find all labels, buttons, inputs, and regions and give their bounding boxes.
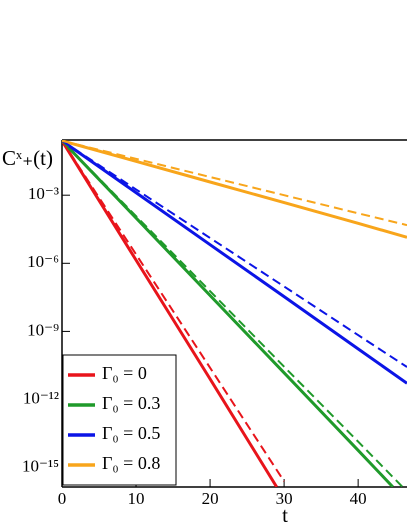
legend-label: Γ₀ = 0.5 [102,423,160,443]
series-line [62,140,278,487]
y-axis-label: Cˣ₊(t) [2,146,53,170]
x-tick-label: 30 [276,489,293,508]
x-axis-label: t [282,503,288,527]
series-line [62,140,404,487]
y-tick-label: 10⁻¹² [23,388,59,407]
legend-label: Γ₀ = 0 [102,363,147,383]
y-tick-label: 10⁻¹⁵ [22,457,59,476]
y-tick-label: 10⁻⁶ [27,252,59,271]
x-tick-label: 0 [58,489,67,508]
series-line [62,140,407,368]
series-line [62,140,285,482]
series-line [62,140,394,487]
y-tick-label: 10⁻³ [28,184,59,203]
series-line [62,140,407,385]
series-line [62,140,407,239]
plot-lines [62,140,407,487]
x-tick-label: 10 [128,489,145,508]
x-tick-label: 20 [202,489,219,508]
legend-label: Γ₀ = 0.8 [102,453,160,473]
legend-label: Γ₀ = 0.3 [102,393,160,413]
series-line [62,140,407,227]
y-tick-label: 10⁻⁹ [27,320,59,339]
x-tick-label: 40 [350,489,367,508]
